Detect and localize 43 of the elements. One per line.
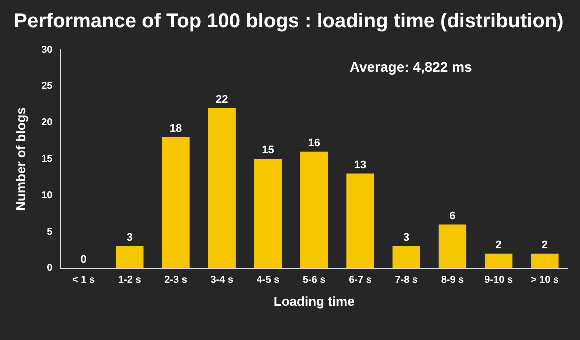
data-label: 6 [450, 210, 456, 222]
data-label: 3 [404, 232, 410, 244]
bar [116, 246, 144, 268]
data-label: 13 [354, 159, 367, 172]
x-axis-title: Loading time [274, 294, 355, 309]
y-tick-label: 15 [42, 154, 54, 165]
data-label: 0 [80, 254, 87, 266]
annotation: Average: 4,822 ms [350, 58, 473, 75]
bar [531, 254, 559, 268]
bar [300, 152, 328, 268]
x-tick-label: 5-6 s [302, 275, 326, 286]
x-tick-label: < 1 s [72, 275, 96, 286]
x-tick-label: 7-8 s [395, 275, 418, 286]
bar [162, 137, 190, 268]
x-tick-label: 3-4 s [210, 275, 234, 286]
y-axis-title: Number of blogs [13, 108, 28, 211]
bar [484, 254, 513, 268]
bar [254, 159, 282, 268]
y-tick-label: 5 [47, 226, 54, 238]
x-tick-label: > 10 s [530, 275, 560, 286]
x-tick-label: 9-10 s [484, 275, 514, 286]
bar [392, 246, 420, 268]
bar [438, 224, 467, 268]
data-label: 18 [170, 122, 182, 135]
y-tick-label: 0 [47, 263, 54, 274]
x-tick-label: 8-9 s [441, 275, 465, 286]
data-label: 15 [262, 144, 274, 157]
x-tick-label: 4-5 s [256, 275, 280, 286]
x-tick-label: 6-7 s [349, 275, 372, 286]
bar [346, 174, 374, 268]
bar [208, 108, 236, 268]
chart-title: Performance of Top 100 blogs : loading time (distribution) [14, 10, 564, 33]
x-tick-label: 2-3 s [164, 275, 188, 286]
y-tick-label: 25 [42, 81, 54, 92]
data-label: 2 [496, 239, 502, 252]
y-tick-label: 10 [42, 190, 54, 202]
data-label: 3 [126, 232, 133, 244]
y-tick-label: 20 [42, 118, 54, 129]
data-label: 22 [216, 94, 228, 106]
data-label: 2 [542, 239, 548, 252]
data-label: 16 [308, 137, 320, 150]
x-tick-label: 1-2 s [118, 275, 142, 286]
y-tick-label: 30 [42, 44, 54, 56]
